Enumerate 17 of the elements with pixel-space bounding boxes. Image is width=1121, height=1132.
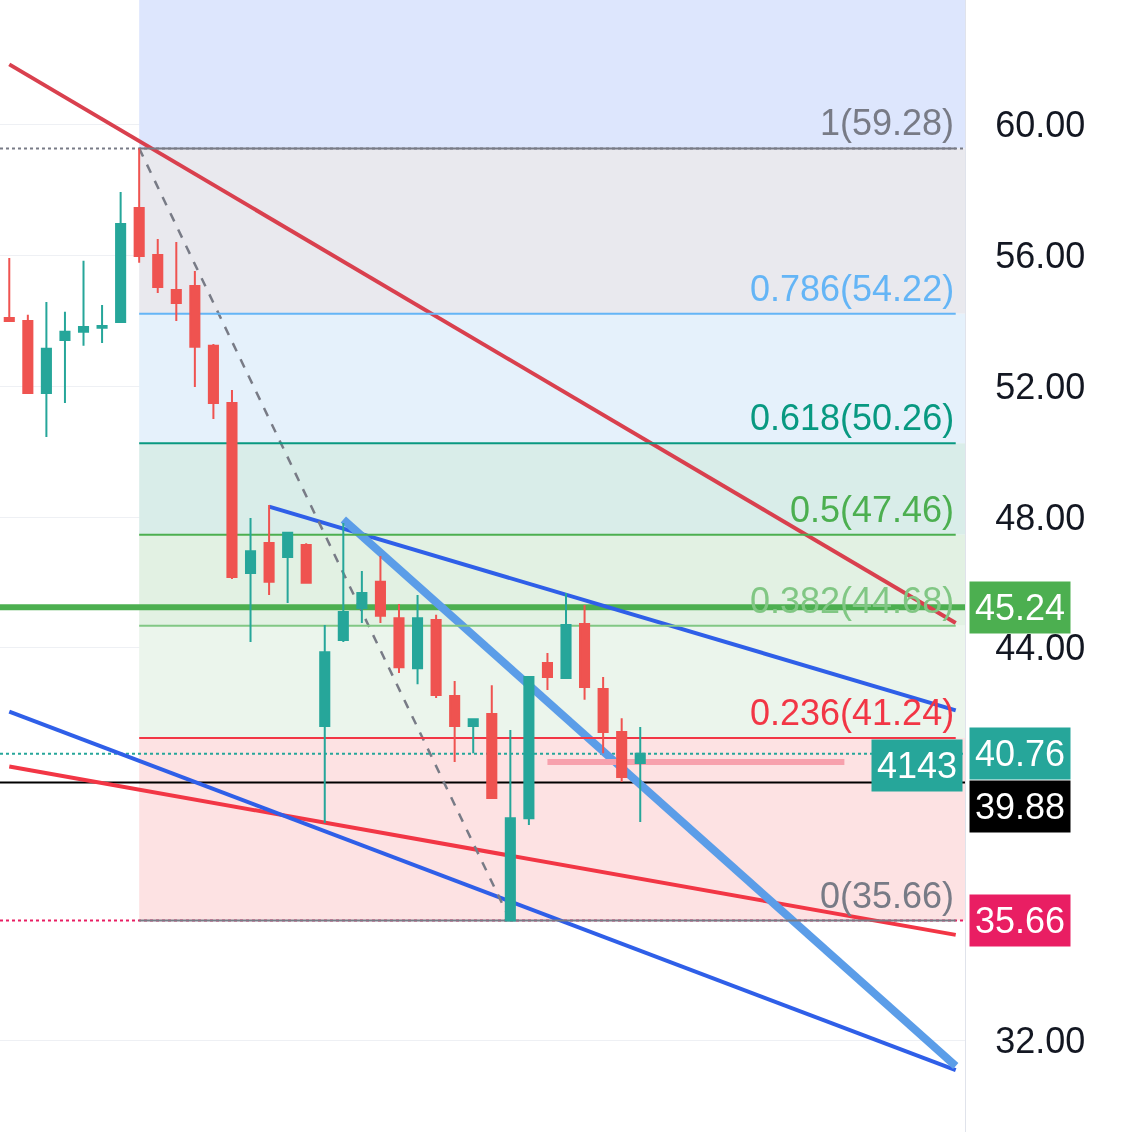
y-tick-label: 56.00 [995, 235, 1086, 277]
ref-line-label: 45.24 [975, 587, 1066, 628]
data-label: 1(59.28) [820, 102, 955, 143]
ref-line-label: 35.66 [975, 900, 1066, 941]
ref-line-label: 40.76 [975, 733, 1066, 774]
data-label: 0.786(54.22) [750, 268, 955, 309]
data-label: 0.618(50.26) [750, 397, 955, 438]
annotation: 4143 [877, 745, 958, 786]
y-tick-label: 48.00 [995, 496, 1086, 538]
y-tick-label: 60.00 [995, 104, 1086, 146]
data-label: 0.236(41.24) [750, 692, 955, 733]
data-label: 0.5(47.46) [790, 489, 955, 530]
y-tick-label: 52.00 [995, 365, 1086, 407]
data-label: 0(35.66) [820, 875, 955, 916]
ref-line-label: 39.88 [975, 786, 1066, 827]
y-tick-label: 32.00 [995, 1019, 1086, 1061]
y-tick-label: 44.00 [995, 627, 1086, 669]
